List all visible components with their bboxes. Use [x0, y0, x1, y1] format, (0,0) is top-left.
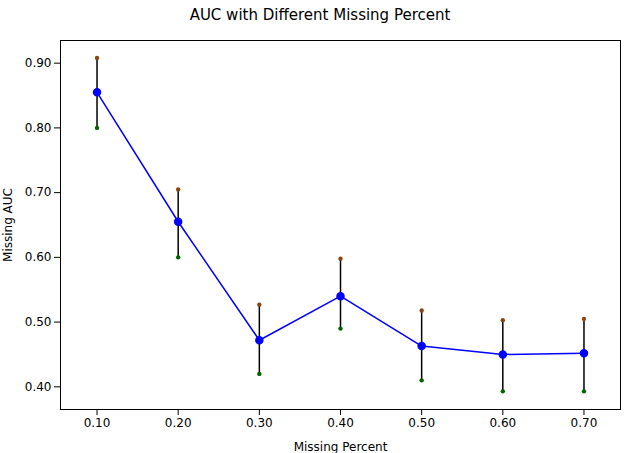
svg-text:0.10: 0.10 — [84, 416, 111, 430]
svg-text:0.50: 0.50 — [25, 315, 52, 329]
svg-text:Missing AUC: Missing AUC — [1, 188, 15, 262]
svg-text:0.50: 0.50 — [408, 416, 435, 430]
svg-text:0.40: 0.40 — [25, 380, 52, 394]
svg-text:Missing Percent: Missing Percent — [294, 440, 388, 453]
svg-text:0.80: 0.80 — [25, 121, 52, 135]
svg-text:0.70: 0.70 — [571, 416, 598, 430]
svg-text:0.60: 0.60 — [489, 416, 516, 430]
svg-text:0.30: 0.30 — [246, 416, 273, 430]
svg-text:0.70: 0.70 — [25, 185, 52, 199]
svg-text:0.40: 0.40 — [327, 416, 354, 430]
svg-text:0.90: 0.90 — [25, 56, 52, 70]
html-text:AUC with Different Missing Per: AUC with Different Missing Percent — [189, 6, 451, 24]
svg-text:0.60: 0.60 — [25, 250, 52, 264]
svg-text:0.20: 0.20 — [165, 416, 192, 430]
